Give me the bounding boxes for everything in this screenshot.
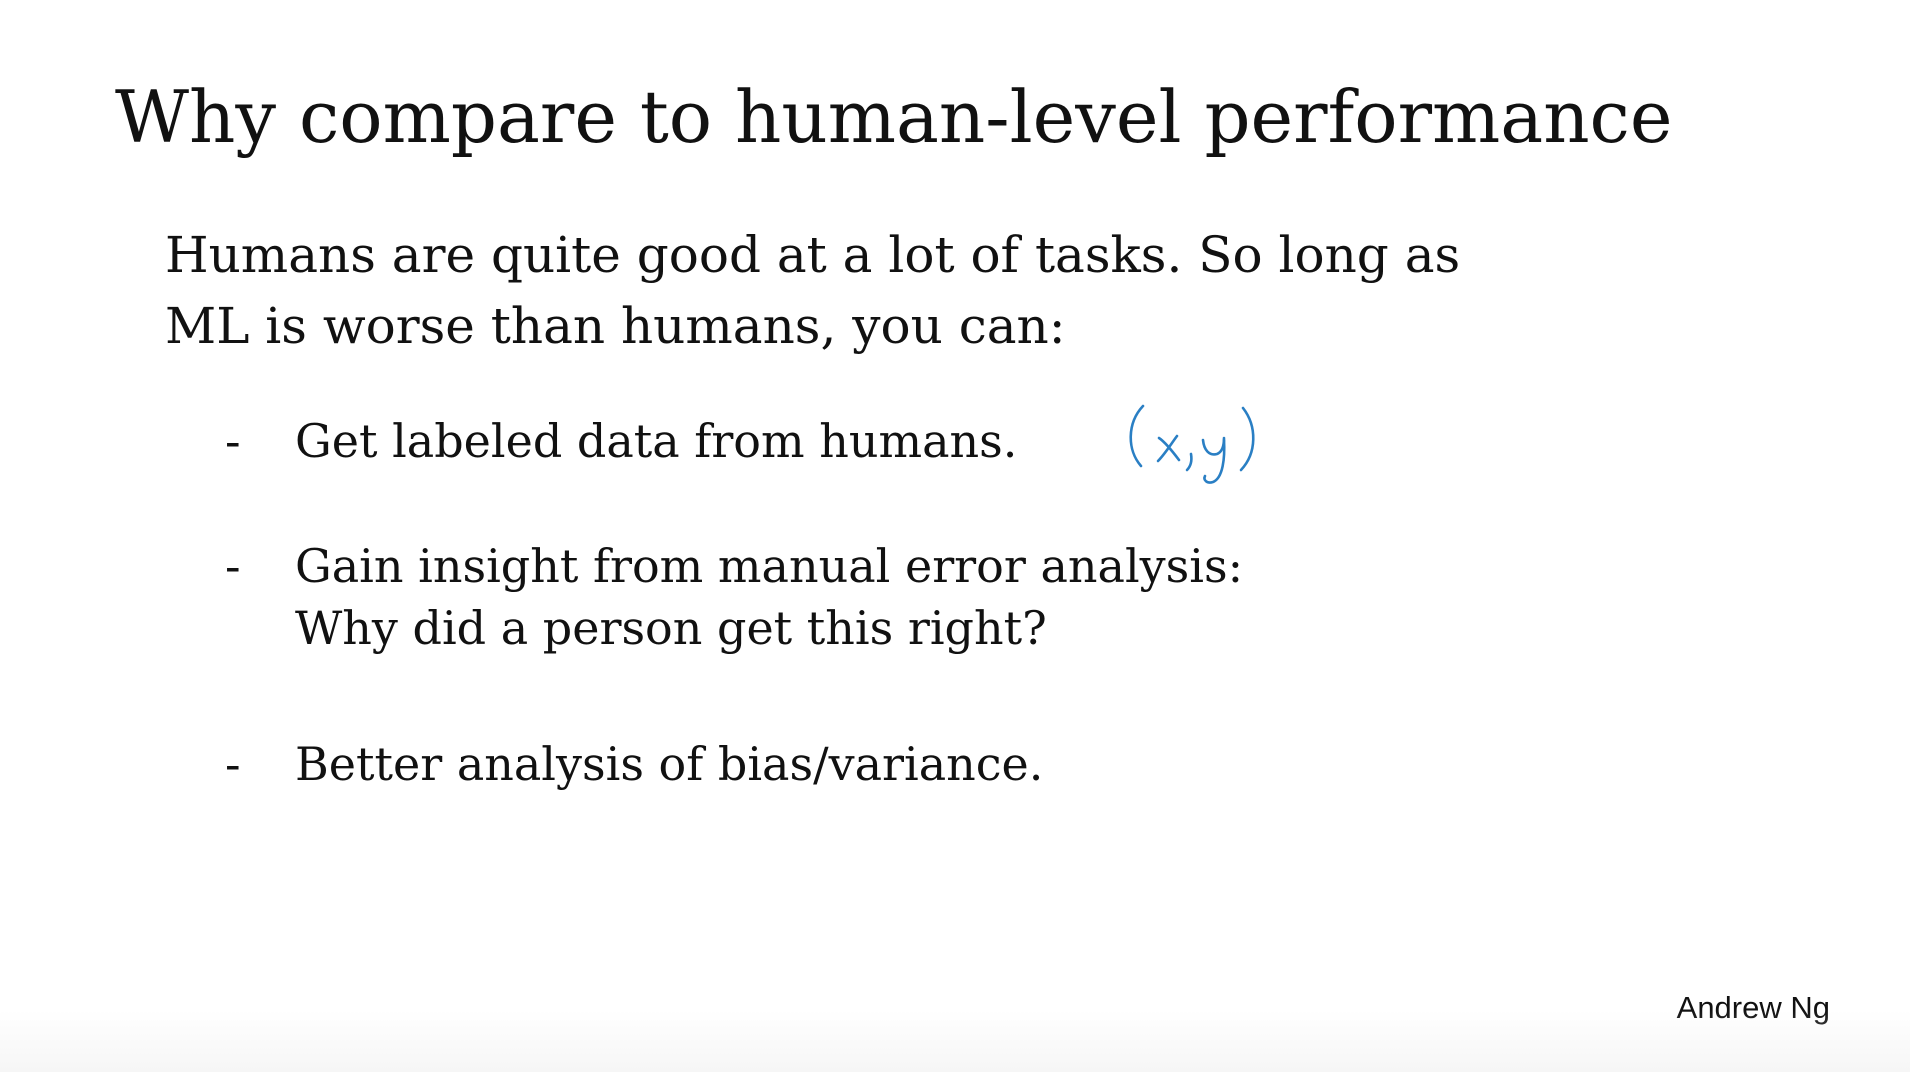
bottom-fade bbox=[0, 1010, 1910, 1072]
bullet-text: Get labeled data from humans. bbox=[295, 410, 1017, 472]
bullet-text: Better analysis of bias/variance. bbox=[295, 733, 1043, 795]
bullet-line: Gain insight from manual error analysis: bbox=[295, 539, 1244, 593]
handwritten-xy-annotation bbox=[1129, 404, 1255, 484]
intro-line-2: ML is worse than humans, you can: bbox=[165, 297, 1066, 355]
intro-paragraph: Humans are quite good at a lot of tasks.… bbox=[165, 220, 1460, 362]
bullet-marker: - bbox=[225, 414, 241, 468]
bullet-line: Better analysis of bias/variance. bbox=[295, 737, 1044, 791]
bullet-marker: - bbox=[225, 737, 241, 791]
intro-line-1: Humans are quite good at a lot of tasks.… bbox=[165, 226, 1461, 284]
bullet-text: Gain insight from manual error analysis:… bbox=[295, 535, 1243, 659]
slide-title: Why compare to human-level performance bbox=[115, 75, 1673, 159]
bullet-line: Get labeled data from humans. bbox=[295, 414, 1018, 468]
bullet-line: Why did a person get this right? bbox=[295, 601, 1047, 655]
bullet-marker: - bbox=[225, 539, 241, 593]
